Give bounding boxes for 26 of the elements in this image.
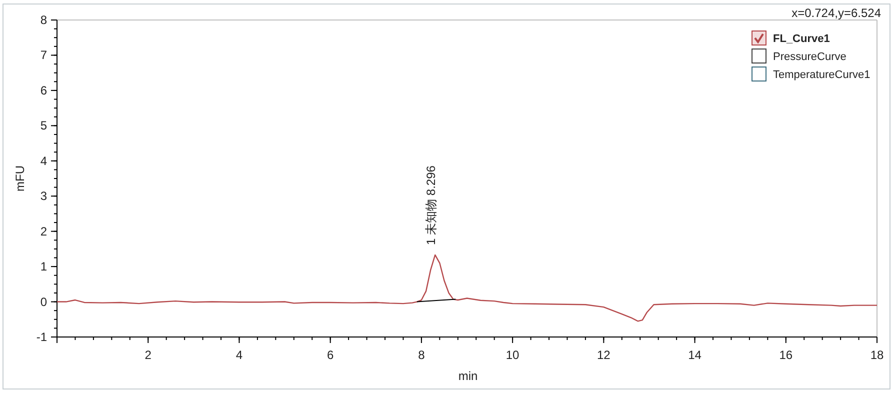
y-tick-label: 2 [40,224,48,238]
x-tick-label: 10 [506,348,520,362]
legend-label: FL_Curve1 [773,33,830,45]
x-axis-title: min [458,369,478,383]
y-tick-label: 5 [40,118,48,133]
x-tick-label: 4 [236,348,243,362]
y-tick-label: -1 [36,330,48,344]
annotation: x=0.724,y=6.524 [792,6,882,20]
x-tick-label: 12 [596,348,611,362]
y-tick-label: 6 [40,83,48,98]
y-tick-label: 7 [40,48,48,62]
legend-label: PressureCurve [773,51,846,63]
y-tick-label: 8 [40,13,48,27]
y-tick-label: 0 [40,294,48,309]
annotation: 1 未知物 8.296 [424,165,438,245]
x-tick-label: 6 [326,348,334,362]
x-tick-label: 14 [688,348,702,362]
y-tick-label: 1 [40,260,48,274]
x-tick-label: 16 [779,348,793,362]
x-tick-label: 8 [418,348,426,362]
y-axis-title: mFU [13,166,27,192]
y-tick-label: 4 [40,154,48,168]
y-tick-label: 3 [40,189,48,204]
x-tick-label: 2 [144,348,152,362]
legend-label: TemperatureCurve1 [773,69,870,81]
x-tick-label: 18 [870,348,884,362]
